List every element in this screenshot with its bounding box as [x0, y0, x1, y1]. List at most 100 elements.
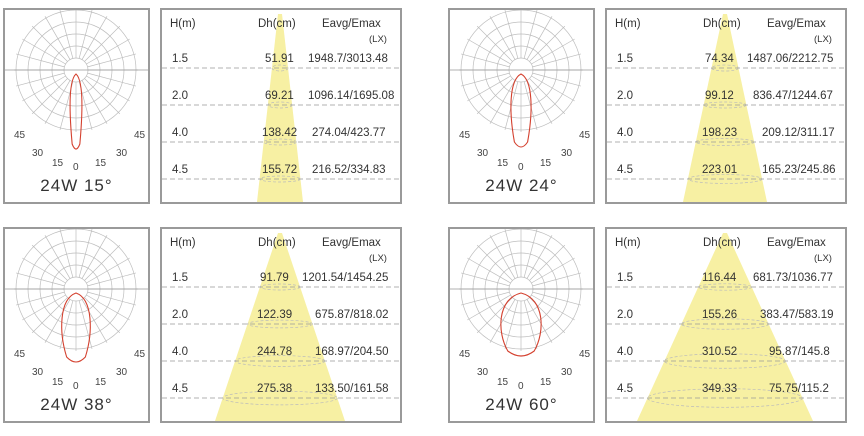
- panel-38: 45 30 15 0 15 30 45 24W 38° H(m) Dh(cm) Eavg/E…: [0, 219, 429, 423]
- polar-spoke: [86, 257, 130, 284]
- angle-label: 15: [497, 377, 509, 388]
- angle-label: 30: [116, 367, 128, 378]
- polar-spoke: [529, 297, 566, 334]
- beam-cone: [637, 233, 813, 421]
- beam-ellipse: [703, 101, 747, 109]
- header-height: H(m): [615, 18, 641, 30]
- polar-spoke: [526, 299, 553, 343]
- angle-label: 15: [52, 158, 64, 169]
- row-3-lux: 168.97/204.50: [315, 346, 389, 358]
- row-1-lux: 681.73/1036.77: [753, 272, 833, 284]
- polar-spoke: [81, 299, 108, 343]
- row-1-height: 1.5: [172, 53, 188, 65]
- row-3-lux: 209.12/311.17: [762, 127, 835, 139]
- angle-label: 0: [73, 162, 79, 173]
- row-3-height: 4.0: [617, 127, 633, 139]
- beam-ellipse: [647, 388, 803, 408]
- polar-spoke: [87, 72, 136, 87]
- polar-spoke: [44, 235, 71, 279]
- row-2-lux: 1096.14/1695.08: [308, 90, 395, 102]
- row-2-diameter: 69.21: [265, 90, 294, 102]
- polar-spoke: [22, 294, 66, 321]
- row-1-height: 1.5: [617, 272, 633, 284]
- polar-spoke: [489, 235, 516, 279]
- row-4-diameter: 349.33: [702, 383, 738, 395]
- polar-spoke: [78, 300, 93, 349]
- polar-spoke: [526, 16, 553, 60]
- polar-spoke: [87, 291, 136, 306]
- beam-ellipse: [259, 283, 301, 291]
- polar-spoke: [476, 25, 513, 62]
- beam-cone-15: [162, 14, 400, 202]
- angle-label: 30: [561, 367, 573, 378]
- polar-spoke: [461, 53, 510, 68]
- row-1-diameter: 51.91: [265, 53, 294, 65]
- beam-curve: [510, 73, 532, 148]
- row-2-diameter: 99.12: [705, 90, 734, 102]
- header-eavg-emax: Eavg/Emax: [322, 18, 381, 30]
- photometric-table: H(m) Dh(cm) Eavg/Emax (LX) 1.5 116.44 68…: [605, 227, 847, 423]
- beam-curve: [61, 292, 91, 363]
- row-3-diameter: 138.42: [262, 127, 298, 139]
- row-1-diameter: 116.44: [702, 272, 737, 284]
- row-3-height: 4.0: [172, 127, 188, 139]
- angle-label: 30: [116, 148, 128, 159]
- angle-label: 0: [518, 381, 524, 392]
- polar-spoke: [16, 272, 65, 287]
- polar-spoke: [22, 257, 66, 284]
- polar-spoke: [532, 53, 581, 68]
- angle-label: 45: [459, 349, 471, 360]
- photometric-table: H(m) Dh(cm) Eavg/Emax (LX) 1.5 51.91 194…: [160, 8, 402, 204]
- beam-ellipse: [259, 175, 301, 183]
- angle-label: 45: [14, 130, 26, 141]
- row-1-lux: 1487.06/2212.75: [747, 53, 834, 65]
- polar-grid-15: 45 30 15 0 15 30 45: [5, 10, 148, 173]
- polar-diagram: 45 30 15 0 15 30 45 24W 15°: [3, 8, 150, 204]
- polar-spoke: [532, 272, 581, 287]
- row-2-diameter: 155.26: [702, 309, 738, 321]
- polar-spoke: [87, 272, 136, 287]
- polar-spoke: [476, 297, 513, 334]
- beam-cone-38: [162, 233, 400, 421]
- row-4-diameter: 275.38: [257, 383, 293, 395]
- row-2-height: 2.0: [617, 90, 633, 102]
- polar-grid: [450, 10, 593, 132]
- row-1-height: 1.5: [172, 272, 188, 284]
- polar-spoke: [489, 299, 516, 343]
- polar-spoke: [31, 78, 68, 115]
- row-3-lux: 95.87/145.8: [769, 346, 830, 358]
- angle-label: 45: [579, 349, 591, 360]
- polar-spoke: [44, 299, 71, 343]
- polar-label: 24W 38°: [40, 395, 113, 414]
- polar-spoke: [16, 291, 65, 306]
- row-4-height: 4.5: [617, 164, 633, 176]
- header-diameter: Dh(cm): [258, 237, 296, 249]
- polar-spoke: [532, 72, 581, 87]
- row-4-lux: 165.23/245.86: [762, 164, 836, 176]
- polar-label: 24W 24°: [485, 176, 558, 195]
- polar-spoke: [523, 229, 538, 278]
- polar-spoke: [16, 53, 65, 68]
- polar-spoke: [476, 244, 513, 281]
- row-4-diameter: 223.01: [702, 164, 738, 176]
- polar-spoke: [529, 25, 566, 62]
- photometric-table: H(m) Dh(cm) Eavg/Emax (LX) 1.5 91.79 120…: [160, 227, 402, 423]
- row-3-diameter: 310.52: [702, 346, 738, 358]
- row-4-lux: 75.75/115.2: [769, 383, 829, 395]
- polar-spoke: [59, 300, 74, 349]
- polar-spoke: [86, 75, 130, 102]
- row-1-lux: 1201.54/1454.25: [302, 272, 389, 284]
- header-eavg-emax: Eavg/Emax: [767, 18, 826, 30]
- beam-ellipse: [697, 283, 753, 291]
- polar-spoke: [81, 80, 108, 124]
- polar-spoke: [31, 244, 68, 281]
- row-4-height: 4.5: [617, 383, 633, 395]
- angle-label: 30: [32, 148, 44, 159]
- angle-label: 0: [518, 162, 524, 173]
- polar-diagram: 45 30 15 0 15 30 45 24W 60°: [448, 227, 595, 423]
- polar-spoke: [81, 16, 108, 60]
- polar-grid-24: 45 30 15 0 15 30 45: [450, 10, 593, 173]
- polar-spoke: [531, 38, 575, 65]
- polar-spoke: [523, 10, 538, 59]
- header-height: H(m): [615, 237, 641, 249]
